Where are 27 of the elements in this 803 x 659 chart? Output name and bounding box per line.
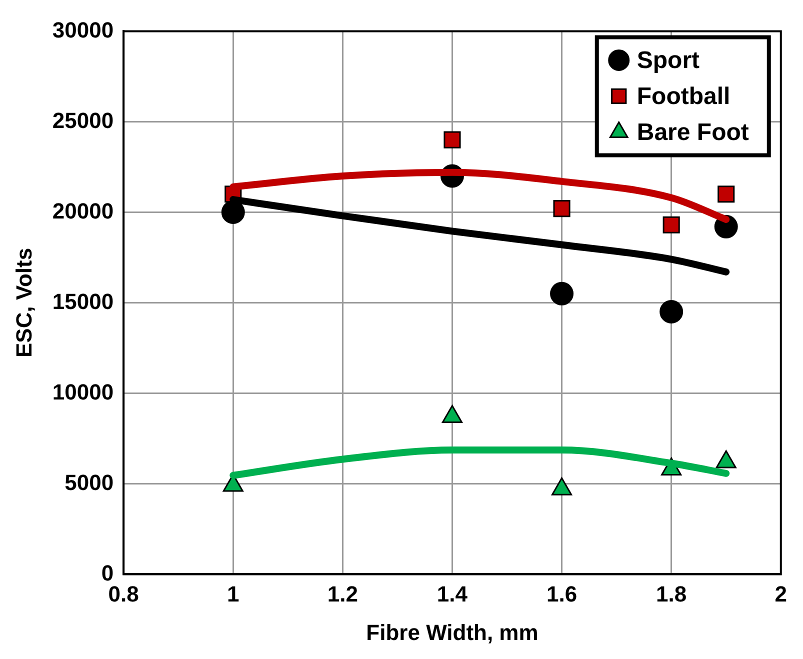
y-tick-label: 10000 [52, 379, 114, 404]
point [718, 186, 735, 203]
y-tick-label: 15000 [52, 288, 114, 314]
point [442, 404, 463, 423]
point [662, 216, 680, 234]
x-tick-label: 1.2 [327, 581, 358, 606]
y-tick-label: 30000 [52, 17, 114, 42]
x-tick-label: 1 [227, 581, 240, 606]
y-tick-label: 25000 [52, 108, 114, 133]
point [660, 300, 684, 324]
x-tick-label: 1.6 [546, 581, 578, 606]
x-tick-label: 1.4 [436, 581, 468, 606]
x-axis-title: Fibre Width, mm [366, 620, 538, 645]
point [550, 282, 574, 306]
legend-label: Football [636, 82, 730, 110]
point [716, 450, 736, 468]
point [552, 477, 572, 496]
point [221, 200, 245, 224]
x-tick-label: 1.8 [656, 581, 687, 606]
legend-label: Bare Foot [636, 118, 749, 146]
point [553, 200, 570, 218]
y-axis-title: ESC, Volts [11, 248, 36, 358]
legend-label: Sport [636, 46, 700, 74]
y-tick-label: 5000 [64, 470, 114, 495]
x-tick-label: 2 [774, 581, 788, 606]
point [444, 131, 461, 148]
y-tick-label: 20000 [52, 198, 114, 224]
